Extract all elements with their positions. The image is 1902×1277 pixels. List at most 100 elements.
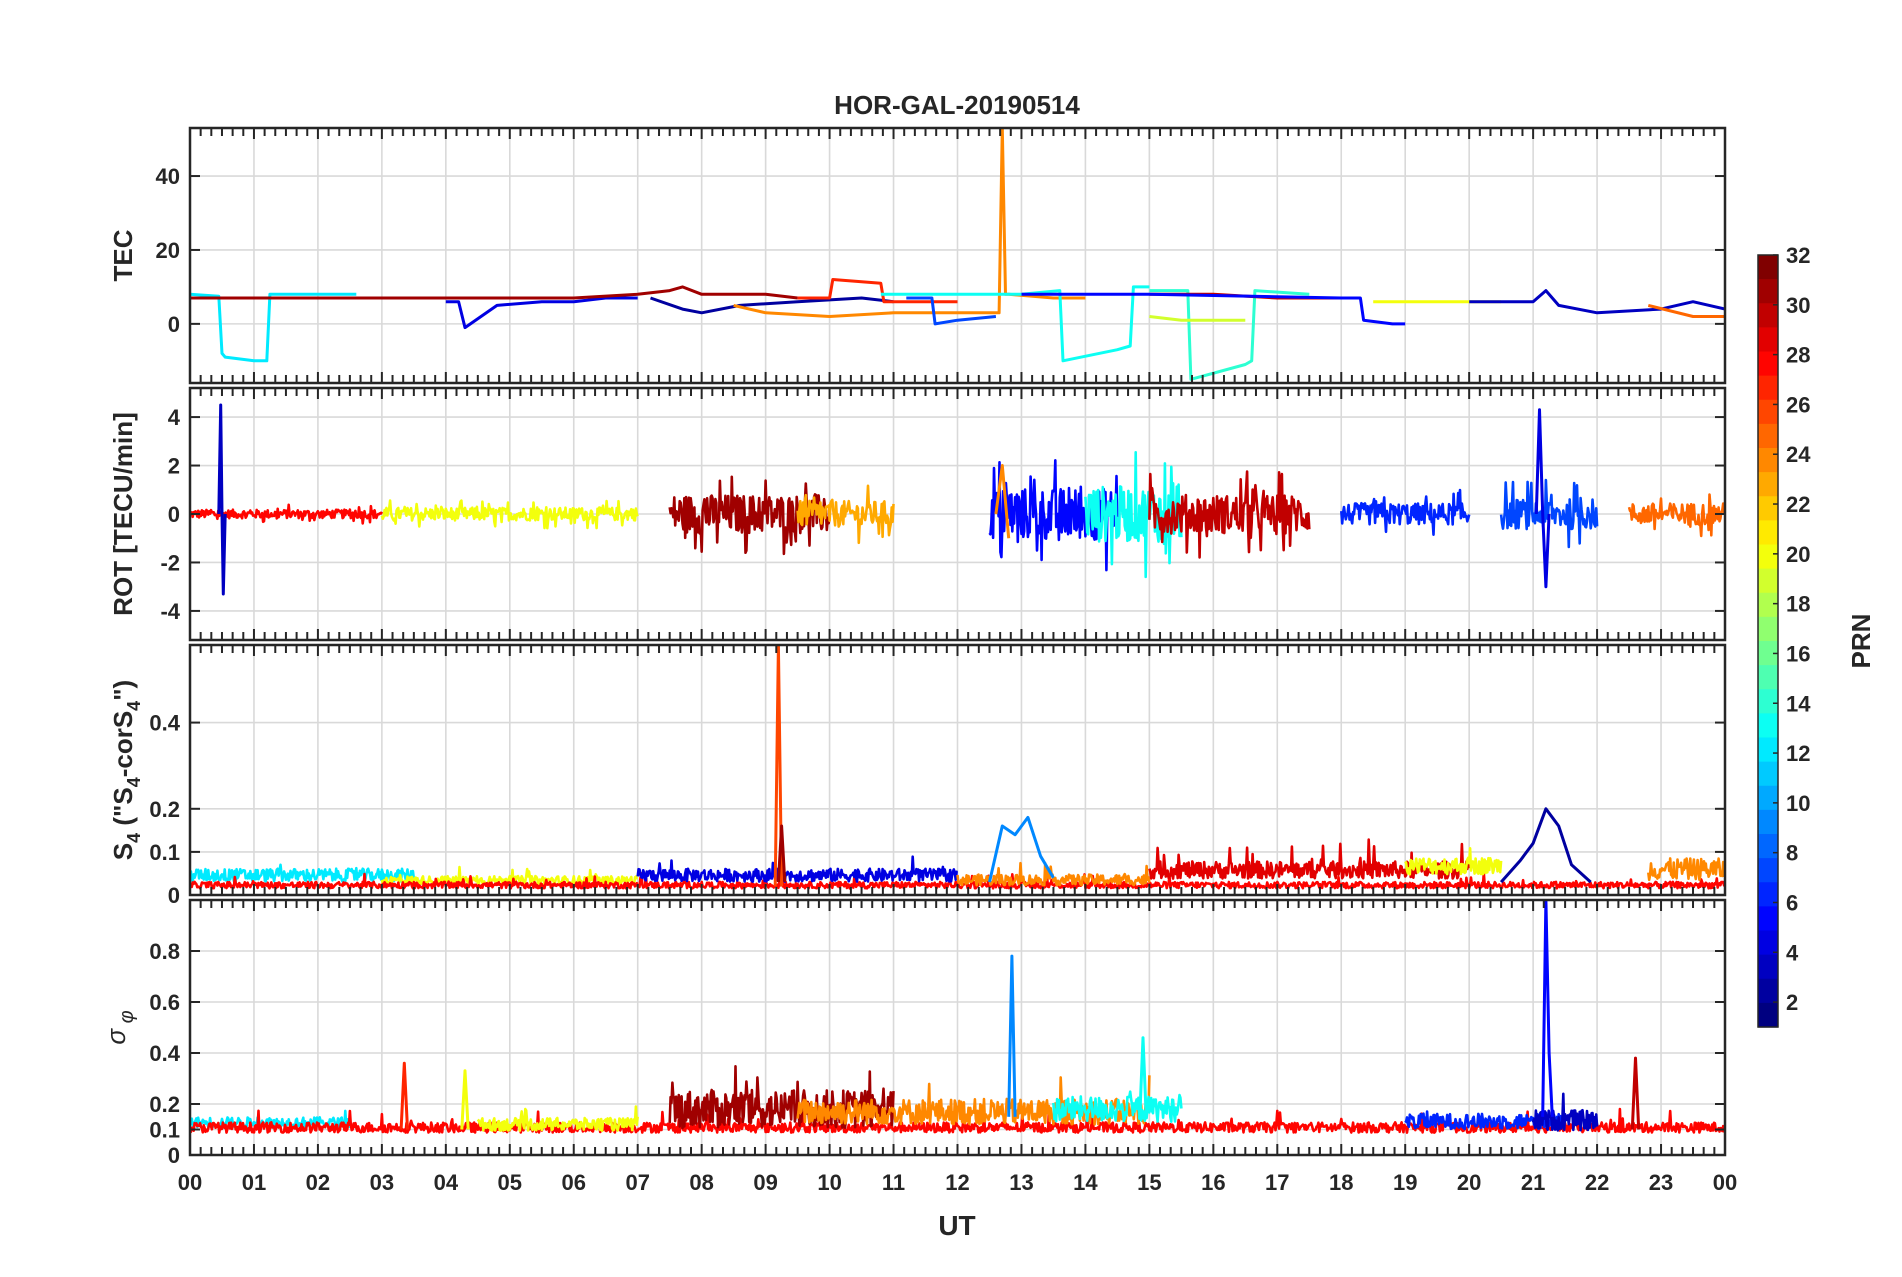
x-tick-label: 02 <box>306 1170 330 1195</box>
colorbar-segment <box>1758 882 1778 907</box>
series-line-prn-3 <box>1469 289 1725 315</box>
colorbar-segment <box>1758 978 1778 1004</box>
y-axis-label-s4: S4 ("S4-corS4") <box>108 680 144 860</box>
series-line-prn-5 <box>1541 900 1554 1117</box>
x-tick-label: 23 <box>1649 1170 1673 1195</box>
series-line-prn-20 <box>380 499 639 530</box>
colorbar-segment <box>1758 448 1778 473</box>
x-tick-label: 03 <box>370 1170 394 1195</box>
colorbar-segment <box>1758 713 1778 739</box>
x-tick-label: 21 <box>1521 1170 1545 1195</box>
x-tick-label: 08 <box>689 1170 713 1195</box>
colorbar-tick-label: 22 <box>1786 492 1810 517</box>
series-line-prn-5 <box>1021 292 1406 326</box>
y-tick-label: 0.4 <box>149 1041 180 1066</box>
series-line-prn-12 <box>190 292 357 363</box>
colorbar-segment <box>1758 665 1778 690</box>
series-line-prn-30 <box>1630 1056 1641 1130</box>
y-tick-label: 0.6 <box>149 990 180 1015</box>
x-tick-label: 01 <box>242 1170 266 1195</box>
x-tick-label: 19 <box>1393 1170 1417 1195</box>
colorbar-tick-label: 14 <box>1786 691 1811 716</box>
colorbar-tick-label: 12 <box>1786 741 1810 766</box>
colorbar-segment <box>1758 858 1778 883</box>
colorbar-segment <box>1758 930 1778 956</box>
colorbar-segment <box>1758 809 1778 835</box>
series-line-prn-24 <box>1647 857 1725 882</box>
x-tick-label: 09 <box>753 1170 777 1195</box>
x-tick-label: 11 <box>882 1170 905 1195</box>
y-tick-label: 4 <box>168 405 181 430</box>
series-line-prn-31 <box>190 285 798 300</box>
x-tick-label: 00 <box>1713 1170 1737 1195</box>
colorbar-segment <box>1758 689 1778 714</box>
colorbar-segment <box>1758 279 1778 304</box>
x-tick-label: 07 <box>625 1170 649 1195</box>
colorbar-segment <box>1758 496 1778 521</box>
y-tick-label: -2 <box>160 550 180 575</box>
colorbar-tick-label: 2 <box>1786 990 1798 1015</box>
y-tick-label: 0.1 <box>149 1118 180 1143</box>
x-tick-label: 16 <box>1201 1170 1225 1195</box>
x-tick-label: 18 <box>1329 1170 1353 1195</box>
panel-tec-data <box>190 128 1725 381</box>
x-tick-label: 22 <box>1585 1170 1609 1195</box>
colorbar-segment <box>1758 834 1778 859</box>
colorbar-segment <box>1758 592 1778 618</box>
series-line-prn-24 <box>994 464 1011 539</box>
y-axis-label-rot: ROT [TECU/min] <box>108 412 138 616</box>
series-line-prn-4 <box>636 855 959 883</box>
y-axis-label-sigma: σ φ <box>101 1010 138 1044</box>
series-line-prn-29 <box>1148 838 1471 880</box>
series-line-prn-4 <box>1534 408 1551 589</box>
series-line-prn-20 <box>476 1105 639 1133</box>
y-tick-label: 0.4 <box>149 711 180 736</box>
series-line-prn-30 <box>1148 470 1311 559</box>
series-line-prn-14 <box>1149 289 1310 381</box>
series-line-prn-6 <box>1340 488 1471 536</box>
chart-title: HOR-GAL-20190514 <box>834 90 1080 120</box>
series-line-prn-9 <box>988 815 1055 883</box>
colorbar-segment <box>1758 255 1778 280</box>
series-line-prn-20 <box>1404 847 1503 876</box>
panel-sigma-data <box>190 900 1725 1134</box>
series-line-prn-13 <box>1138 1036 1148 1117</box>
series-line-prn-27 <box>797 278 958 304</box>
y-tick-label: 40 <box>156 164 180 189</box>
series-line-prn-7 <box>906 296 997 326</box>
series-line-prn-5 <box>988 459 1119 572</box>
x-tick-label: 17 <box>1265 1170 1289 1195</box>
series-line-prn-12 <box>190 863 416 883</box>
colorbar-segment <box>1758 641 1778 666</box>
colorbar-segment <box>1758 423 1778 449</box>
x-tick-label: 10 <box>817 1170 841 1195</box>
x-tick-label: 14 <box>1073 1170 1098 1195</box>
series-line-prn-31 <box>776 824 787 883</box>
x-tick-label: 13 <box>1009 1170 1033 1195</box>
colorbar-tick-label: 20 <box>1786 542 1810 567</box>
y-tick-label: 0 <box>168 1143 180 1168</box>
series-line-prn-27 <box>399 1061 409 1130</box>
x-tick-label: 12 <box>945 1170 969 1195</box>
colorbar-tick-label: 26 <box>1786 392 1810 417</box>
colorbar-segment <box>1758 544 1778 570</box>
colorbar-tick-label: 6 <box>1786 890 1798 915</box>
colorbar-tick-label: 16 <box>1786 641 1810 666</box>
series-line-prn-13 <box>1084 451 1183 579</box>
colorbar-tick-label: 24 <box>1786 442 1811 467</box>
series-line-prn-13 <box>1052 1090 1183 1123</box>
series-line-prn-28 <box>190 1106 1725 1134</box>
colorbar-segment <box>1758 520 1778 546</box>
colorbar-segment <box>1758 303 1778 328</box>
y-tick-label: 0 <box>168 312 180 337</box>
y-tick-label: 20 <box>156 238 180 263</box>
series-line-prn-25 <box>1647 303 1725 318</box>
colorbar-tick-label: 10 <box>1786 791 1810 816</box>
colorbar-segment <box>1758 472 1778 497</box>
colorbar-segment <box>1758 737 1778 763</box>
x-tick-label: 06 <box>562 1170 586 1195</box>
panel-s4: 0 0.1 0.2 0.4S4 ("S4-corS4") <box>108 643 1727 908</box>
